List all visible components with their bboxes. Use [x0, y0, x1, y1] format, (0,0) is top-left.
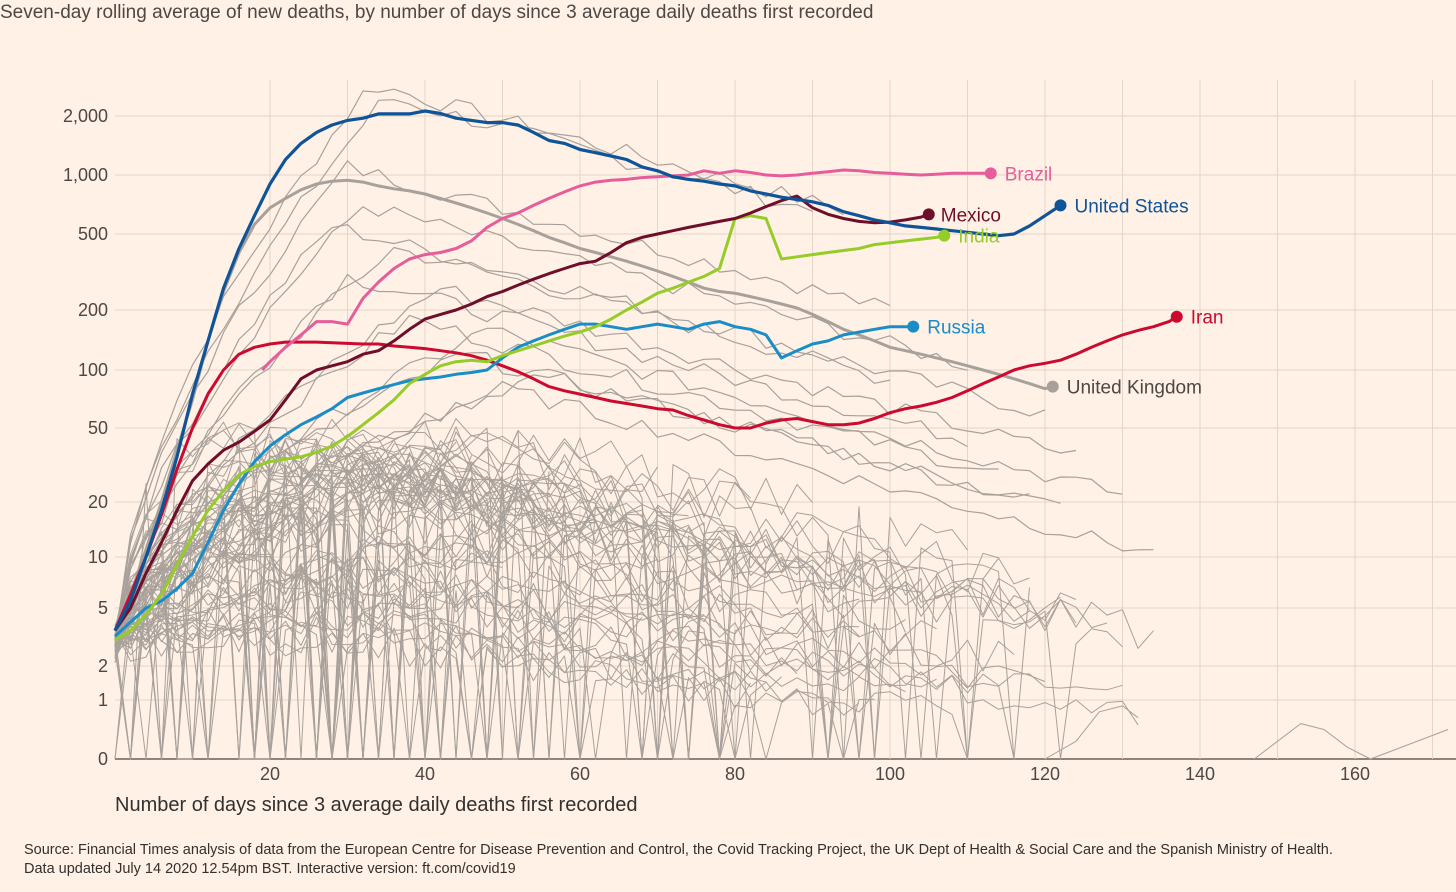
country-line — [114, 433, 472, 642]
y-tick-label: 200 — [78, 300, 108, 320]
y-tick-label: 100 — [78, 360, 108, 380]
y-tick-label: 2,000 — [63, 106, 108, 126]
country-line — [114, 485, 612, 760]
country-line — [114, 497, 860, 760]
x-tick-label: 160 — [1340, 764, 1370, 784]
country-line — [114, 206, 968, 639]
series-label-russia: Russia — [927, 318, 986, 339]
series-label-united-kingdom: United Kingdom — [1067, 378, 1202, 399]
background-country-lines — [114, 88, 1449, 760]
country-line — [114, 535, 457, 648]
country-line — [114, 418, 1030, 760]
x-tick-label: 60 — [570, 764, 590, 784]
country-line — [114, 496, 860, 760]
axis-ticks: 0 1 2 5 10 20 50 100 200 500 1,000 2,000 20 40 60 80 100… — [63, 106, 1370, 784]
country-line — [114, 422, 627, 760]
country-line — [114, 602, 751, 760]
y-tick-label: 50 — [88, 418, 108, 438]
series-end-dot-mexico — [922, 208, 935, 221]
country-line — [114, 285, 1077, 646]
country-line — [114, 455, 1030, 760]
country-line — [114, 473, 1077, 760]
y-tick-label: 10 — [88, 547, 108, 567]
country-line — [114, 468, 1030, 760]
country-line — [114, 554, 1123, 691]
country-line — [114, 448, 519, 760]
y-tick-label: 5 — [98, 598, 108, 618]
y-tick-label: 20 — [88, 492, 108, 512]
country-line — [114, 246, 891, 640]
x-tick-label: 140 — [1185, 764, 1215, 784]
country-line — [114, 611, 968, 760]
country-line — [114, 567, 643, 642]
series-label-brazil: Brazil — [1005, 164, 1053, 185]
country-line — [114, 440, 596, 760]
country-line — [114, 445, 519, 760]
series-end-dot-united-kingdom — [1046, 380, 1059, 393]
series-labels: United Kingdom Iran Russia IndiaMexicoBrazi… — [907, 164, 1224, 399]
country-line — [1253, 723, 1449, 760]
chart-subtitle: Seven-day rolling average of new deaths,… — [0, 2, 874, 23]
y-tick-label: 500 — [78, 224, 108, 244]
country-line — [1044, 705, 1139, 760]
country-line — [114, 467, 441, 629]
country-line — [114, 430, 736, 760]
source-line-1: Source: Financial Times analysis of data… — [24, 842, 1333, 858]
series-end-dot-united-states — [1054, 199, 1067, 212]
x-tick-label: 40 — [415, 764, 435, 784]
series-end-dot-russia — [907, 320, 920, 333]
series-label-mexico: Mexico — [941, 205, 1001, 226]
series-line-india — [114, 214, 945, 642]
country-line — [114, 606, 782, 760]
country-line — [114, 463, 596, 760]
series-end-dot-india — [938, 229, 951, 242]
country-line — [114, 440, 1061, 760]
series-line-united-kingdom — [113, 178, 1054, 632]
x-tick-label: 80 — [725, 764, 745, 784]
country-line — [114, 420, 550, 760]
series-line-mexico — [113, 194, 930, 632]
country-line — [114, 438, 922, 760]
country-line — [114, 427, 813, 760]
country-line — [114, 327, 1123, 640]
country-line — [114, 273, 968, 645]
x-axis-label: Number of days since 3 average daily dea… — [115, 794, 638, 816]
series-label-iran: Iran — [1191, 308, 1224, 329]
country-line — [114, 520, 860, 760]
y-tick-label: 1,000 — [63, 165, 108, 185]
y-tick-label: 0 — [98, 749, 108, 769]
highlighted-series — [113, 109, 1178, 642]
x-tick-label: 100 — [875, 764, 905, 784]
country-line — [114, 529, 1046, 760]
series-line-united-states — [113, 109, 1062, 632]
source-line-2: Data updated July 14 2020 12.54pm BST. I… — [24, 861, 516, 877]
country-line — [114, 492, 705, 760]
x-tick-label: 120 — [1030, 764, 1060, 784]
country-line — [114, 160, 891, 646]
source-note: Source: Financial Times analysis of data… — [24, 841, 1333, 879]
series-label-united-states: United States — [1075, 196, 1189, 217]
x-tick-label: 20 — [260, 764, 280, 784]
country-line — [114, 381, 1154, 639]
country-line — [114, 438, 1077, 760]
y-tick-label: 1 — [98, 690, 108, 710]
country-line — [114, 578, 798, 760]
y-tick-label: 2 — [98, 656, 108, 676]
country-line — [114, 526, 906, 760]
country-line — [114, 224, 1046, 641]
country-line — [114, 373, 1061, 640]
country-line — [114, 612, 860, 760]
series-label-india: India — [958, 227, 1000, 248]
country-line — [114, 557, 736, 760]
country-line — [114, 448, 751, 760]
series-line-brazil — [261, 168, 991, 372]
series-end-dot-iran — [1170, 310, 1183, 323]
series-end-dot-brazil — [984, 167, 997, 180]
